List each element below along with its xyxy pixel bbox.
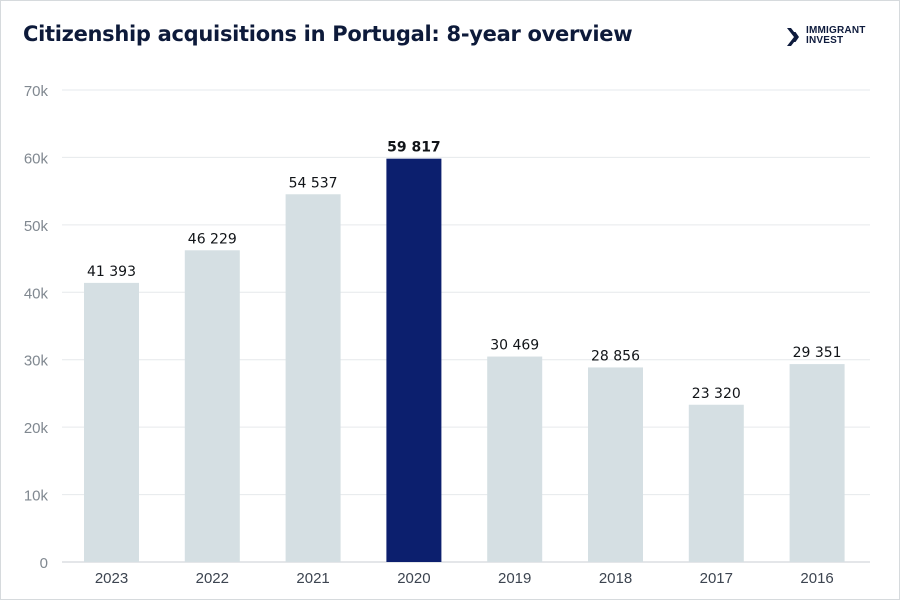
data-label: 41 393 — [87, 264, 136, 280]
chart-title: Citizenship acquisitions in Portugal: 8-… — [23, 22, 633, 46]
brand-name: IMMIGRANT INVEST — [806, 26, 866, 46]
y-tick-label: 20k — [24, 420, 49, 437]
y-tick-label: 70k — [24, 83, 49, 100]
data-label: 23 320 — [692, 386, 741, 402]
data-label: 59 817 — [387, 140, 441, 156]
data-label: 54 537 — [289, 175, 338, 191]
bar — [184, 250, 240, 562]
bar — [487, 356, 543, 562]
x-tick-label: 2019 — [498, 570, 531, 587]
chevron-logo-icon — [787, 28, 799, 46]
data-label: 28 856 — [591, 348, 640, 364]
x-tick-label: 2021 — [296, 570, 329, 587]
data-label: 29 351 — [793, 345, 842, 361]
data-label: 30 469 — [490, 338, 539, 354]
bar — [688, 404, 744, 562]
bar — [285, 194, 341, 562]
bar — [386, 158, 442, 562]
x-tick-label: 2023 — [95, 570, 128, 587]
y-tick-label: 40k — [24, 285, 49, 302]
bar — [588, 367, 643, 562]
brand-logo: IMMIGRANT INVEST — [786, 26, 886, 50]
x-tick-label: 2022 — [196, 570, 229, 587]
y-tick-label: 50k — [24, 218, 49, 235]
data-label: 46 229 — [188, 231, 237, 247]
x-tick-label: 2018 — [599, 570, 632, 587]
bar — [789, 364, 845, 562]
x-tick-label: 2016 — [800, 570, 833, 587]
y-tick-label: 30k — [24, 353, 49, 370]
brand-line-2: INVEST — [806, 35, 844, 46]
y-tick-label: 0 — [40, 555, 48, 572]
x-tick-label: 2020 — [397, 570, 430, 587]
bar — [84, 282, 139, 562]
x-tick-label: 2017 — [700, 570, 733, 587]
y-tick-label: 10k — [24, 488, 49, 505]
y-tick-label: 60k — [24, 150, 49, 167]
brand-line-1: IMMIGRANT — [806, 25, 866, 36]
